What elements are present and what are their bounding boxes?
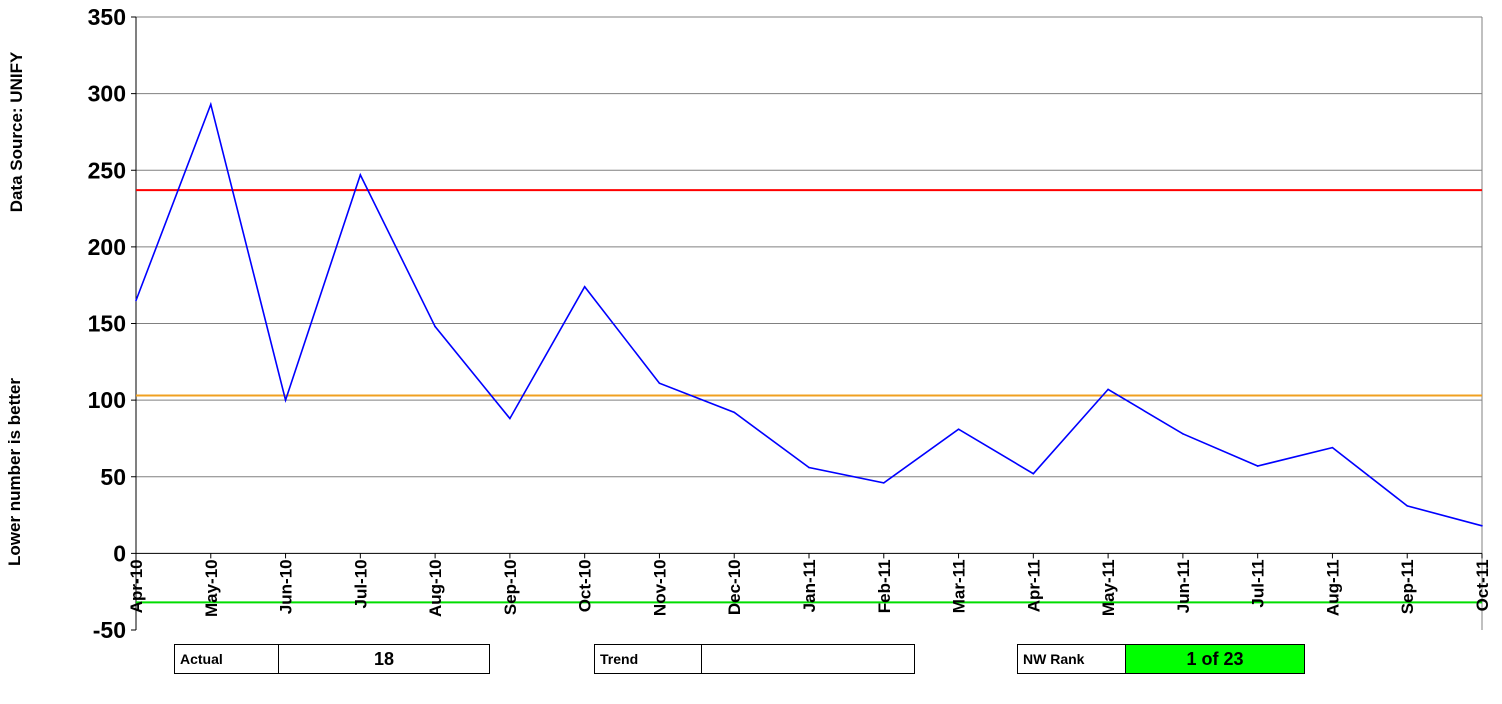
data-point xyxy=(1182,433,1184,435)
data-point xyxy=(1256,465,1259,467)
rank-value: 1 of 23 xyxy=(1126,645,1304,673)
data-point xyxy=(882,482,885,484)
x-tick-label: Jul-11 xyxy=(1249,559,1268,607)
trend-label: Trend xyxy=(595,645,702,673)
y-tick-label: 50 xyxy=(100,464,126,490)
series-line xyxy=(135,101,1483,527)
line-chart: -50 0 50 100 150 200 250 300 350 Apr-10 May-10 Jun-… xyxy=(88,4,1492,640)
x-tick-label: Oct-11 xyxy=(1473,559,1492,611)
data-point xyxy=(434,325,436,328)
x-tick-label: Apr-11 xyxy=(1024,559,1043,612)
data-point xyxy=(583,285,586,288)
x-tick-label: Sep-10 xyxy=(501,559,520,615)
data-point xyxy=(957,428,960,431)
y-tick-label: 200 xyxy=(88,234,126,260)
actual-value: 18 xyxy=(373,648,395,669)
y-axis-label-direction: Lower number is better xyxy=(5,378,24,566)
x-tick-label: Mar-11 xyxy=(950,559,969,613)
trend-box: Trend xyxy=(594,644,915,674)
x-tick-label: May-10 xyxy=(202,559,221,617)
data-point xyxy=(1107,388,1109,391)
rank-box: NW Rank 1 of 23 xyxy=(1017,644,1305,674)
data-point xyxy=(359,174,362,176)
data-point xyxy=(509,417,511,420)
actual-box: Actual 18 xyxy=(174,644,490,674)
y-tick-label: 100 xyxy=(88,387,126,413)
x-tick-label: Feb-11 xyxy=(875,559,894,613)
data-point xyxy=(284,399,287,401)
x-tick-label: Jun-10 xyxy=(277,559,296,614)
data-point xyxy=(808,466,810,469)
data-point xyxy=(1406,505,1409,507)
x-tick-label: Aug-11 xyxy=(1323,559,1342,616)
data-point xyxy=(135,299,137,302)
x-tick-label: Apr-10 xyxy=(127,559,146,613)
data-point xyxy=(1481,524,1483,527)
trend-value xyxy=(702,645,914,673)
x-tick-label: Nov-10 xyxy=(650,559,669,616)
x-tick-label: Jan-11 xyxy=(800,559,819,612)
y-tick-label: 150 xyxy=(88,311,126,337)
x-tick-label: Jun-11 xyxy=(1174,559,1193,613)
y-tick-label: 250 xyxy=(88,157,126,183)
y-axis-label-source: Data Source: UNIFY xyxy=(7,51,26,213)
y-tick-label: -50 xyxy=(93,617,126,640)
actual-label: Actual xyxy=(175,645,279,673)
x-tick-label: May-11 xyxy=(1099,559,1118,616)
x-tick-label: Oct-10 xyxy=(576,559,595,612)
x-tick-label: Jul-10 xyxy=(351,559,370,608)
data-point xyxy=(658,382,661,385)
y-tick-label: 300 xyxy=(88,81,126,107)
x-tick-label: Sep-11 xyxy=(1398,559,1417,614)
rank-label: NW Rank xyxy=(1018,645,1126,673)
data-point xyxy=(209,103,212,106)
y-tick-label: 350 xyxy=(88,4,126,30)
data-point xyxy=(733,411,736,414)
data-point xyxy=(1331,446,1334,449)
x-tick-label: Dec-10 xyxy=(725,559,744,615)
y-tick-label: 0 xyxy=(113,540,126,566)
data-point xyxy=(1032,472,1035,475)
x-tick-label: Aug-10 xyxy=(426,559,445,617)
